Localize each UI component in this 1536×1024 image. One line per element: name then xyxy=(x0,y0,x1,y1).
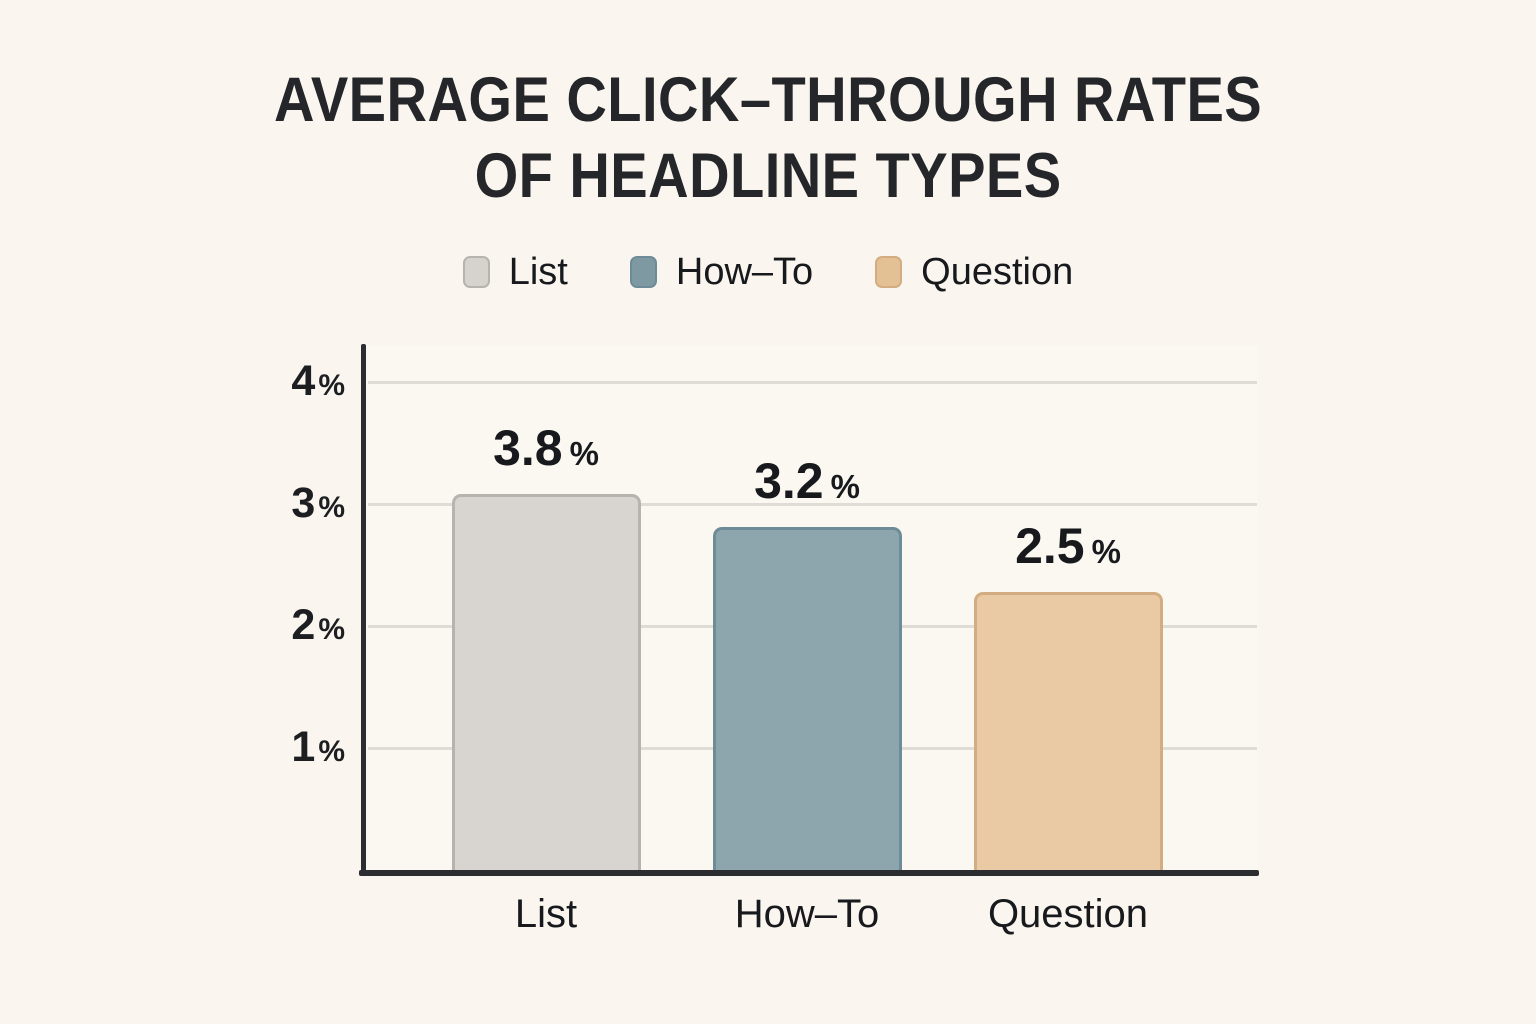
legend-label-question: Question xyxy=(921,251,1074,293)
value-number-list: 3.8 xyxy=(493,420,563,476)
legend-label-list: List xyxy=(508,251,568,293)
y-tick-label-1pct: 1% xyxy=(130,721,345,778)
bar-how-to xyxy=(712,527,902,870)
value-percent-sign-list: % xyxy=(569,435,599,472)
x-axis-line xyxy=(359,870,1259,876)
value-percent-sign-question: % xyxy=(1091,533,1121,570)
legend-swatch-list xyxy=(462,256,490,288)
value-percent-sign-how-to: % xyxy=(830,468,860,505)
y-tick-percent-sign: % xyxy=(318,613,345,646)
value-number-question: 2.5 xyxy=(1015,518,1085,574)
value-label-how-to: 3.2% xyxy=(657,452,957,516)
chart-title: AVERAGE CLICK–THROUGH RATES OF HEADLINE … xyxy=(0,62,1536,214)
legend-swatch-question xyxy=(875,256,903,288)
chart-title-lines: AVERAGE CLICK–THROUGH RATES OF HEADLINE … xyxy=(274,62,1262,214)
y-tick-value-3: 3 xyxy=(291,479,316,527)
legend-label-how-to: How–To xyxy=(675,251,814,293)
value-label-list: 3.8% xyxy=(396,419,696,483)
y-tick-percent-sign: % xyxy=(318,735,345,768)
x-axis-label-list: List xyxy=(514,892,578,936)
y-tick-label-4pct: 4% xyxy=(130,355,345,412)
legend-item-how-to: How–To xyxy=(629,248,814,296)
chart-title-line-1: AVERAGE CLICK–THROUGH RATES xyxy=(273,65,1263,135)
y-tick-label-2pct: 2% xyxy=(130,599,345,656)
y-tick-value-1: 1 xyxy=(291,723,316,771)
gridline-4pct xyxy=(368,381,1257,384)
legend-swatch-how-to xyxy=(629,256,657,288)
value-number-how-to: 3.2 xyxy=(754,453,824,509)
legend-item-list: List xyxy=(462,248,568,296)
y-tick-percent-sign: % xyxy=(318,369,345,402)
bar-question xyxy=(973,592,1163,870)
legend: List How–To Question xyxy=(0,248,1536,296)
y-tick-value-2: 2 xyxy=(291,601,316,649)
chart-title-line-2: OF HEADLINE TYPES xyxy=(474,141,1062,211)
y-tick-label-3pct: 3% xyxy=(130,477,345,534)
y-tick-percent-sign: % xyxy=(318,491,345,524)
x-axis-label-question: Question xyxy=(987,892,1149,936)
bar-list xyxy=(451,494,641,870)
gridline-3pct xyxy=(368,503,1257,506)
legend-item-question: Question xyxy=(875,248,1073,296)
value-label-question: 2.5% xyxy=(918,517,1218,581)
x-axis-label-how-to: How–To xyxy=(734,892,880,936)
y-axis-line xyxy=(361,344,366,876)
y-tick-value-4: 4 xyxy=(291,357,316,405)
